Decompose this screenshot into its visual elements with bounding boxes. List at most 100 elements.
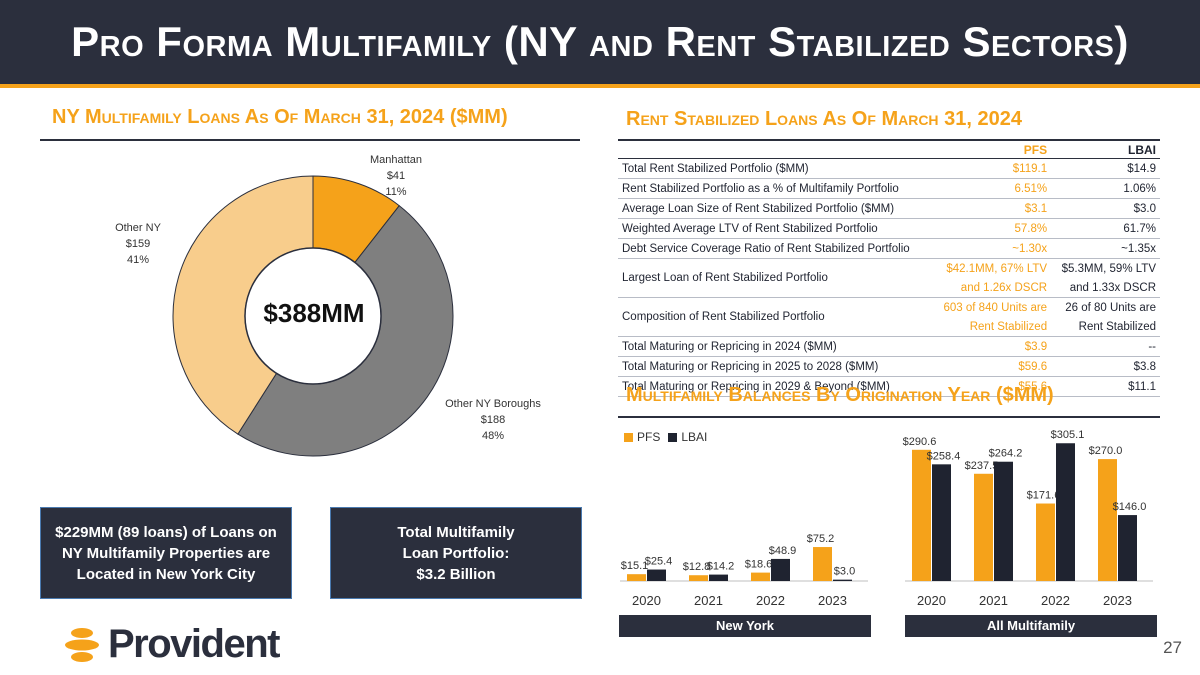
bar-ny-pfs-2021	[689, 575, 708, 581]
bar-all-pfs-2023	[1098, 459, 1117, 581]
tick-label-ny-2020: 2020	[632, 593, 661, 608]
label-boroughs: Other NY Boroughs $188 48%	[430, 396, 556, 444]
donut-center-total: $388MM	[263, 298, 365, 328]
label-other-ny-pct: 41%	[126, 254, 150, 266]
data-label-ny-lbai-2022: $48.9	[769, 545, 797, 557]
label-other-ny-value: $159	[125, 238, 151, 250]
table-row-continuation: Rent Stabilized Rent Stabilized	[618, 317, 1160, 337]
label-manhattan-name: Manhattan	[370, 154, 422, 166]
data-label-ny-lbai-2021: $14.2	[707, 561, 735, 573]
table-header-row: PFS LBAI	[618, 142, 1160, 159]
table-cell-pfs: $3.9	[932, 336, 1052, 357]
data-label-ny-lbai-2023: $3.0	[834, 566, 855, 578]
table-row: Average Loan Size of Rent Stabilized Por…	[618, 198, 1160, 219]
data-label-all-lbai-2020: $258.4	[927, 450, 961, 462]
table-row: Rent Stabilized Portfolio as a % of Mult…	[618, 178, 1160, 199]
table-header-lbai: LBAI	[1051, 142, 1160, 159]
data-label-all-lbai-2021: $264.2	[989, 448, 1023, 460]
table-header-blank	[618, 142, 933, 159]
label-boroughs-value: $188	[480, 414, 506, 426]
table-row-label: Weighted Average LTV of Rent Stabilized …	[618, 218, 933, 239]
data-label-ny-pfs-2020: $15.1	[621, 560, 649, 572]
bar-ny-lbai-2023	[833, 579, 852, 581]
bar-all-pfs-2020	[912, 449, 931, 581]
bar-all-pfs-2022	[1036, 503, 1055, 581]
data-label-all-pfs-2021: $237.5	[965, 460, 999, 472]
table-header-pfs: PFS	[932, 142, 1052, 159]
table-row-label: Debt Service Coverage Ratio of Rent Stab…	[618, 238, 933, 259]
table-cell-lbai: $11.1	[1051, 376, 1160, 397]
total-portfolio-callout: Total Multifamily Loan Portfolio: $3.2 B…	[330, 507, 582, 599]
mb-section-title: Multifamily Balances By Origination Year…	[626, 384, 1054, 406]
legend-swatch-lbai	[668, 432, 678, 442]
page-title: Pro Forma Multifamily (NY and Rent Stabi…	[71, 18, 1129, 65]
data-label-all-pfs-2023: $270.0	[1089, 445, 1123, 457]
data-label-ny-lbai-2020: $25.4	[645, 556, 673, 568]
table-cell-pfs: 6.51%	[932, 178, 1052, 199]
table-cell-pfs: $55.6	[932, 376, 1052, 397]
title-bar	[0, 0, 1200, 84]
page-number: 27	[1163, 638, 1182, 657]
nyc-loans-callout: $229MM (89 loans) of Loans on NY Multifa…	[40, 507, 292, 599]
bar-all-lbai-2022	[1056, 443, 1075, 581]
table-cell-lbai: 61.7%	[1051, 218, 1160, 239]
donut-hole	[244, 247, 382, 385]
bar-all-pfs-2021	[974, 473, 993, 581]
mb-section-rule	[618, 416, 1160, 418]
donut-chart	[172, 175, 454, 457]
table-row: Largest Loan of Rent Stabilized Portfoli…	[618, 258, 1160, 298]
table-cell-lbai: 26 of 80 Units are	[1065, 301, 1156, 314]
data-label-all-lbai-2023: $146.0	[1113, 501, 1147, 513]
label-manhattan-pct: 11%	[385, 186, 407, 198]
table-row: Debt Service Coverage Ratio of Rent Stab…	[618, 238, 1160, 259]
bar-ny-pfs-2020	[627, 574, 646, 581]
table-row-label: Total Maturing or Repricing in 2025 to 2…	[618, 356, 933, 377]
panel-new-york: New York	[619, 615, 871, 637]
legend-label-lbai: LBAI	[681, 430, 708, 444]
bar-legend: PFS LBAI	[624, 430, 707, 444]
table-row-label: Total Maturing or Repricing in 2029 & Be…	[618, 376, 933, 397]
table-row: Weighted Average LTV of Rent Stabilized …	[618, 218, 1160, 239]
label-boroughs-pct: 48%	[481, 430, 505, 442]
rs-section-title: Rent Stabilized Loans As Of March 31, 20…	[626, 108, 1022, 130]
data-label-ny-pfs-2023: $75.2	[807, 533, 835, 545]
tick-label-all-2022: 2022	[1041, 593, 1070, 608]
origination-bar-charts: $15.1$25.4 2020 $12.8$14.2 2021 $18.6 $48.9 20…	[620, 429, 1153, 608]
table-row-label: Rent Stabilized Portfolio as a % of Mult…	[618, 178, 933, 199]
tick-label-all-2020: 2020	[917, 593, 946, 608]
bar-ny-pfs-2023	[813, 547, 832, 581]
table-cell-pfs-line2: and 1.26x DSCR	[932, 278, 1052, 298]
data-label-all-pfs-2022: $171.6	[1027, 490, 1061, 502]
table-cell-pfs: $3.1	[932, 198, 1052, 219]
label-manhattan: Manhattan $41 11%	[346, 152, 446, 200]
table-row-label: Average Loan Size of Rent Stabilized Por…	[618, 198, 933, 219]
tick-label-ny-2021: 2021	[694, 593, 723, 608]
table-cell-pfs: $119.1	[932, 158, 1052, 179]
provident-logo-icon	[65, 627, 99, 662]
table-row: Composition of Rent Stabilized Portfolio…	[618, 297, 1160, 337]
bar-ny-lbai-2022	[771, 558, 790, 581]
ny-section-rule	[40, 139, 580, 141]
bar-ny-lbai-2021	[709, 574, 728, 581]
table-cell-pfs: 57.8%	[932, 218, 1052, 239]
legend-label-pfs: PFS	[637, 430, 661, 444]
data-label-all-lbai-2022: $305.1	[1051, 429, 1085, 441]
bar-all-lbai-2021	[994, 461, 1013, 581]
table-cell-lbai: $3.0	[1051, 198, 1160, 219]
data-label-ny-pfs-2021: $12.8	[683, 561, 711, 573]
table-row-label: Composition of Rent Stabilized Portfolio	[618, 297, 933, 337]
table-cell-lbai: ~1.35x	[1051, 238, 1160, 259]
bar-all-lbai-2020	[932, 464, 951, 581]
table-row-label: Total Rent Stabilized Portfolio ($MM)	[618, 158, 933, 179]
logo-wordmark: Provident	[108, 622, 280, 666]
ny-section-title: NY Multifamily Loans As Of March 31, 202…	[52, 106, 508, 128]
label-manhattan-value: $41	[386, 170, 406, 182]
table-cell-lbai-line2: and 1.33x DSCR	[1051, 278, 1160, 298]
legend-swatch-pfs	[624, 432, 633, 442]
tick-label-all-2021: 2021	[979, 593, 1008, 608]
table-row-label: Total Maturing or Repricing in 2024 ($MM…	[618, 336, 933, 357]
table-cell-lbai-line2: Rent Stabilized	[1051, 317, 1160, 337]
label-other-ny: Other NY $159 41%	[98, 220, 178, 268]
rs-section-rule	[618, 139, 1160, 141]
table-cell-pfs: ~1.30x	[932, 238, 1052, 259]
